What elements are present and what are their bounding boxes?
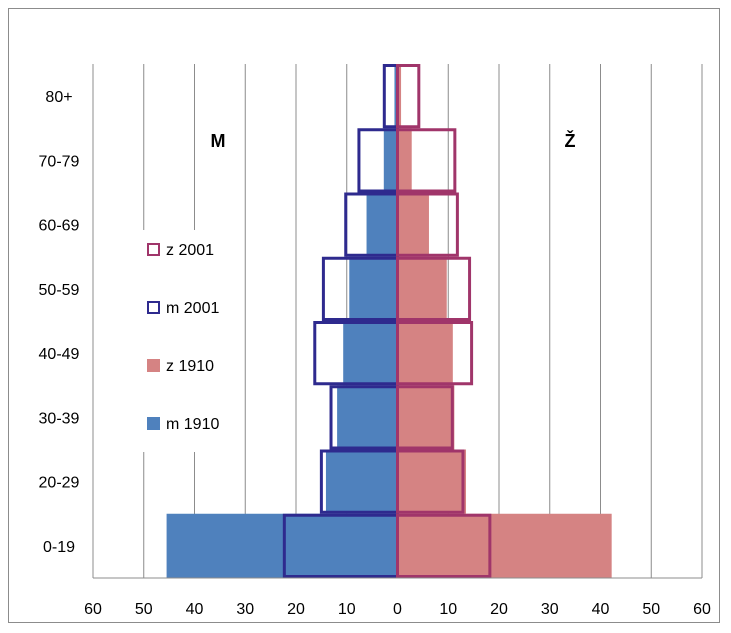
- legend-swatch: [147, 243, 160, 256]
- y-tick-labels: 0-19 20-29 30-39 40-49 50-59 60-69 70-79 80+: [39, 89, 80, 556]
- legend-background: [140, 230, 240, 452]
- side-label-z: Ž: [565, 130, 576, 151]
- bar-z-1910: [397, 449, 467, 514]
- x-tick-labels: 60 50 40 30 20 10 0 10 20 30 40 50 60: [84, 601, 711, 618]
- y-tick-label: 20-29: [39, 475, 80, 492]
- x-tick-label: 10: [439, 601, 457, 618]
- bar-m-1910: [337, 385, 398, 450]
- bar-m-1910: [394, 64, 398, 129]
- y-tick-label: 80+: [45, 89, 72, 106]
- x-tick-label: 60: [84, 601, 102, 618]
- bar-z-2001: [396, 64, 421, 129]
- bar-z-2001: [396, 449, 465, 514]
- bar-z-2001: [396, 321, 474, 386]
- side-label-m: M: [211, 131, 226, 151]
- bar-m-1910: [325, 449, 398, 514]
- bars-2001: [282, 64, 492, 578]
- y-tick-label: 40-49: [39, 346, 80, 363]
- x-tick-label: 0: [393, 601, 402, 618]
- legend-label: m 2001: [166, 300, 219, 317]
- x-tick-label: 60: [693, 601, 711, 618]
- bar-m-1910: [383, 128, 398, 193]
- bar-m-1910: [366, 192, 398, 257]
- bar-m-1910: [349, 256, 398, 321]
- legend-swatch: [147, 359, 160, 372]
- bar-z-2001: [396, 385, 454, 450]
- bar-z-1910: [397, 321, 453, 386]
- legend: z 2001 m 2001 z 1910 m 1910: [140, 230, 240, 452]
- bar-z-1910: [397, 192, 429, 257]
- bar-z-1910: [397, 256, 447, 321]
- x-tick-label: 40: [186, 601, 204, 618]
- y-tick-label: 70-79: [39, 153, 80, 170]
- x-tick-label: 20: [287, 601, 305, 618]
- x-tick-label: 50: [642, 601, 660, 618]
- y-tick-label: 50-59: [39, 282, 80, 299]
- bar-z-2001: [396, 128, 457, 193]
- bar-m-1910: [166, 513, 398, 578]
- x-tick-label: 40: [592, 601, 610, 618]
- y-tick-label: 60-69: [39, 218, 80, 235]
- legend-label: m 1910: [166, 416, 219, 433]
- legend-label: z 1910: [166, 358, 214, 375]
- bar-z-2001: [396, 513, 492, 578]
- y-tick-label: 30-39: [39, 410, 80, 427]
- legend-label: z 2001: [166, 242, 214, 259]
- x-tick-label: 10: [338, 601, 356, 618]
- x-tick-label: 30: [236, 601, 254, 618]
- bar-z-1910: [397, 128, 412, 193]
- bar-z-2001: [396, 192, 459, 257]
- legend-swatch: [147, 417, 160, 430]
- bars-1910: [166, 64, 612, 578]
- bar-z-1910: [397, 385, 455, 450]
- x-tick-label: 30: [541, 601, 559, 618]
- bar-z-1910: [397, 64, 402, 129]
- x-tick-label: 50: [135, 601, 153, 618]
- bar-z-1910: [397, 513, 612, 578]
- x-tick-label: 20: [490, 601, 508, 618]
- bar-m-1910: [343, 321, 398, 386]
- legend-swatch: [147, 301, 160, 314]
- bar-z-2001: [396, 256, 472, 321]
- y-tick-label: 0-19: [43, 539, 75, 556]
